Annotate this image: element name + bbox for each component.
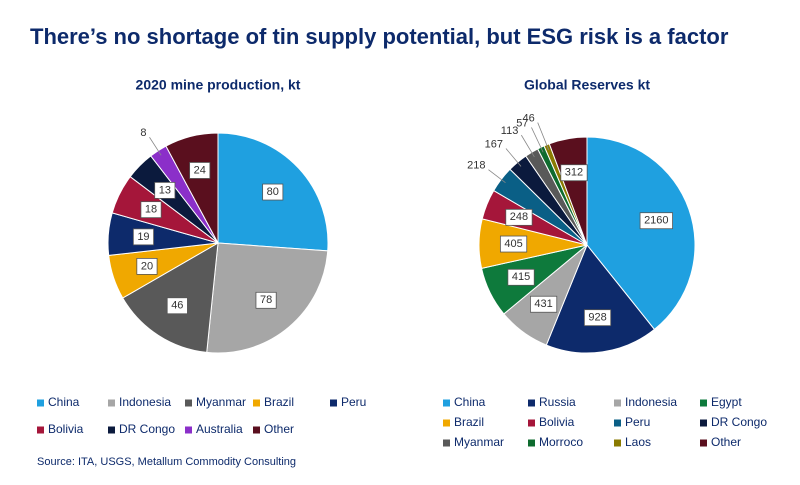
data-label-box bbox=[499, 235, 528, 253]
legend-marker bbox=[253, 426, 260, 434]
legend-marker bbox=[528, 439, 535, 447]
data-label: 46 bbox=[171, 300, 183, 312]
leader-line bbox=[488, 169, 506, 184]
data-label-box bbox=[530, 295, 558, 313]
legend-marker bbox=[37, 399, 44, 407]
legend-marker bbox=[614, 439, 621, 447]
data-label: 415 bbox=[512, 271, 530, 283]
data-label: 24 bbox=[194, 164, 206, 176]
data-label: 113 bbox=[501, 125, 519, 137]
data-label-box bbox=[132, 228, 154, 246]
legend-marker bbox=[443, 439, 450, 447]
leader-line bbox=[520, 134, 535, 158]
data-label-box bbox=[140, 201, 162, 219]
data-label: 431 bbox=[534, 298, 552, 310]
legend-marker bbox=[700, 399, 707, 407]
data-label-box bbox=[583, 309, 612, 327]
legend-label: Laos bbox=[625, 435, 651, 449]
pie-slice bbox=[548, 136, 588, 246]
page-title: There’s no shortage of tin supply potent… bbox=[30, 24, 729, 49]
legend-marker bbox=[700, 419, 707, 427]
data-label-box bbox=[262, 183, 284, 201]
legend-label: Morroco bbox=[539, 435, 583, 449]
data-label: 928 bbox=[588, 312, 606, 324]
pie-slice bbox=[165, 132, 219, 244]
data-label: 20 bbox=[141, 260, 153, 272]
data-label-box bbox=[189, 162, 211, 179]
data-label: 18 bbox=[145, 204, 157, 216]
leader-line bbox=[531, 127, 544, 153]
legend-label: China bbox=[48, 395, 80, 409]
data-label: 78 bbox=[260, 294, 272, 306]
data-label-box bbox=[505, 208, 533, 226]
data-label: 248 bbox=[510, 211, 528, 223]
legend-marker bbox=[185, 426, 192, 434]
legend-label: Egypt bbox=[711, 395, 742, 409]
data-label-box bbox=[255, 291, 277, 309]
data-label: 13 bbox=[159, 184, 171, 196]
legend-label: Brazil bbox=[264, 395, 294, 409]
leader-line bbox=[537, 122, 550, 150]
legend-label: Other bbox=[711, 435, 741, 449]
data-label-box bbox=[136, 258, 158, 275]
legend-marker bbox=[614, 399, 621, 407]
legend-label: Bolivia bbox=[539, 415, 575, 429]
data-label-box bbox=[154, 181, 176, 199]
data-label: 167 bbox=[485, 138, 503, 150]
leader-line bbox=[505, 148, 522, 167]
legend-marker bbox=[528, 419, 535, 427]
legend-marker bbox=[185, 399, 192, 407]
data-label: 405 bbox=[504, 238, 522, 250]
legend-marker bbox=[614, 419, 621, 427]
legend-label: Brazil bbox=[454, 415, 484, 429]
legend-label: Myanmar bbox=[454, 435, 504, 449]
legend-marker bbox=[443, 419, 450, 427]
data-label: 218 bbox=[467, 160, 485, 172]
legend-label: Indonesia bbox=[625, 395, 677, 409]
legend-label: Other bbox=[264, 422, 294, 436]
legend-marker bbox=[253, 399, 260, 407]
legend-label: Myanmar bbox=[196, 395, 246, 409]
data-label-box bbox=[507, 268, 535, 286]
data-label: 312 bbox=[565, 167, 583, 179]
data-label: 19 bbox=[137, 231, 149, 243]
legend-label: DR Congo bbox=[711, 415, 767, 429]
legend-label: Bolivia bbox=[48, 422, 84, 436]
legend-label: Peru bbox=[341, 395, 366, 409]
legend-marker bbox=[700, 439, 707, 447]
legend-marker bbox=[330, 399, 337, 407]
legend-label: Peru bbox=[625, 415, 650, 429]
legend-marker bbox=[37, 426, 44, 434]
data-label-box bbox=[560, 164, 588, 182]
legend-marker bbox=[108, 399, 115, 407]
data-label: 8 bbox=[140, 127, 146, 139]
source: Source: ITA, USGS, Metallum Commodity Co… bbox=[37, 456, 296, 468]
pie-slice bbox=[545, 244, 656, 354]
data-label: 80 bbox=[267, 186, 279, 198]
data-label: 2160 bbox=[644, 215, 668, 227]
leader-line bbox=[149, 137, 162, 156]
data-label-box bbox=[639, 212, 673, 230]
legend-marker bbox=[108, 426, 115, 434]
data-label-box bbox=[166, 297, 188, 315]
legend-label: Australia bbox=[196, 422, 243, 436]
legend-label: China bbox=[454, 395, 486, 409]
chart-title: Global Reserves kt bbox=[524, 77, 650, 93]
data-label: 46 bbox=[522, 112, 534, 124]
legend-marker bbox=[443, 399, 450, 407]
chart-title: 2020 mine production, kt bbox=[136, 77, 301, 93]
data-label: 57 bbox=[516, 117, 528, 129]
pie-slice bbox=[586, 136, 696, 331]
legend-label: Indonesia bbox=[119, 395, 171, 409]
legend-label: DR Congo bbox=[119, 422, 175, 436]
legend-marker bbox=[528, 399, 535, 407]
legend-label: Russia bbox=[539, 395, 576, 409]
